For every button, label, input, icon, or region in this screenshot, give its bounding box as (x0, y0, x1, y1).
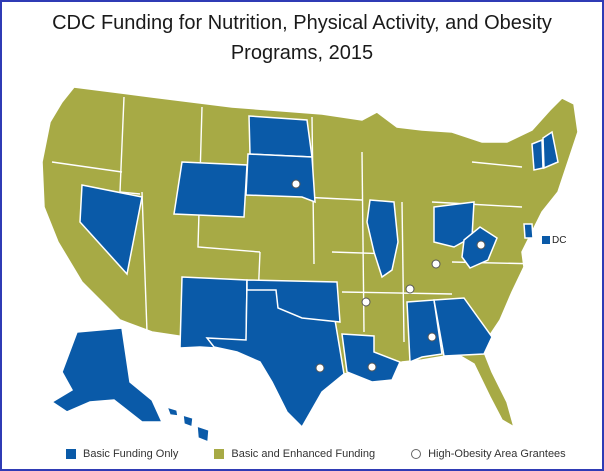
legend-enhanced-label: Basic and Enhanced Funding (231, 448, 376, 460)
enhanced-swatch (214, 449, 225, 459)
state-hawaii-a (165, 405, 179, 417)
grantee-marker-texas (315, 363, 325, 373)
grantee-circle-icon (411, 449, 422, 459)
grantee-marker-alabama (427, 332, 437, 342)
grantee-marker-west-virginia (476, 240, 486, 250)
legend-item-basic: Basic Funding Only (66, 448, 178, 460)
state-georgia (433, 297, 493, 357)
state-alaska (50, 327, 164, 423)
legend-basic-label: Basic Funding Only (83, 448, 179, 460)
dc-label-text: DC (552, 235, 567, 246)
state-hawaii-b (182, 413, 194, 429)
state-louisiana (341, 333, 402, 383)
grantee-marker-kentucky (431, 259, 441, 269)
legend-item-grantees: High-Obesity Area Grantees (411, 448, 566, 460)
map-title: CDC Funding for Nutrition, Physical Acti… (2, 8, 602, 68)
title-line-2: Programs, 2015 (230, 42, 374, 64)
basic-swatch (66, 449, 76, 459)
legend-grantees-label: High-Obesity Area Grantees (428, 448, 566, 460)
state-oklahoma (246, 279, 341, 323)
grantee-marker-south-dakota (291, 179, 301, 189)
state-ohio (433, 201, 475, 248)
state-alabama (406, 299, 443, 364)
state-illinois (366, 199, 399, 279)
state-nevada (79, 184, 143, 276)
state-new-hampshire (542, 130, 559, 170)
grantee-marker-tennessee (405, 284, 415, 294)
grantee-marker-arkansas (361, 297, 371, 307)
state-wyoming (173, 161, 248, 218)
state-south-dakota (245, 153, 316, 204)
dc-swatch (542, 236, 550, 244)
state-vermont (531, 138, 544, 171)
dc-label: DC (552, 235, 566, 246)
grantee-marker-louisiana (367, 362, 377, 372)
legend: Basic Funding Only Basic and Enhanced Fu… (66, 448, 602, 460)
state-delaware (523, 223, 534, 239)
state-hawaii-c (196, 424, 210, 444)
title-line-1: CDC Funding for Nutrition, Physical Acti… (52, 12, 552, 34)
state-north-dakota (248, 115, 313, 158)
legend-item-enhanced: Basic and Enhanced Funding (214, 448, 375, 460)
